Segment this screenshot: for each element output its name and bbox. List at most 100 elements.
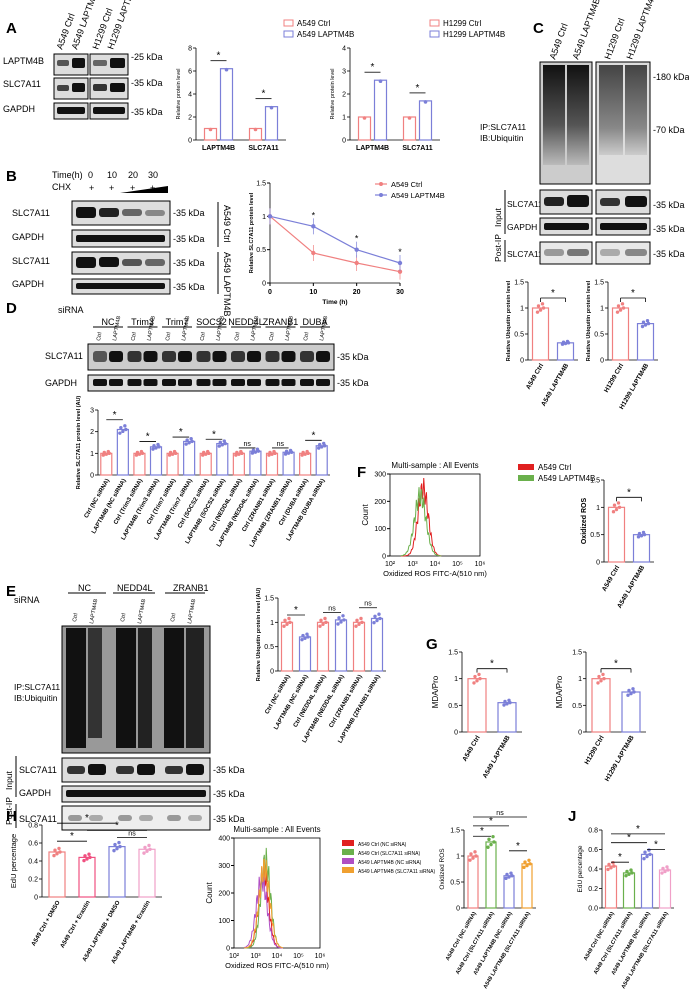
band [265, 351, 280, 362]
band [109, 351, 123, 362]
a-lane-label: H1299 LAPTM4B [105, 0, 138, 51]
data-point [267, 453, 271, 457]
panel-letter-a: A [6, 20, 17, 37]
sig-mark: * [115, 820, 119, 831]
y-tick-label: 300 [374, 472, 386, 479]
hist-title: Multi-sample : All Events [391, 461, 478, 470]
x-tick-label: LAPTM4B [356, 145, 389, 152]
data-point [336, 622, 340, 626]
panel-letter-c: C [533, 20, 544, 37]
data-point [536, 304, 541, 308]
y-axis-label: EdU percentage [577, 845, 584, 892]
y-tick-label: 0 [596, 560, 600, 567]
chx-wedge [120, 186, 168, 193]
y-tick-label: 0.5 [450, 880, 460, 887]
data-point [337, 616, 341, 620]
band [137, 764, 155, 775]
data-point [601, 672, 605, 677]
y-tick-label: 200 [374, 499, 386, 506]
sig-mark: * [311, 430, 315, 441]
y-tick-label: 1 [520, 306, 524, 313]
bar [418, 100, 433, 141]
x-tick-label: 20 [353, 289, 361, 296]
data-point [82, 858, 86, 863]
data-point [101, 453, 105, 457]
data-point [661, 866, 665, 871]
sig-mark: * [294, 605, 298, 616]
data-point [119, 425, 123, 430]
x-tick-label: Ctrl (SOCS2 siRNA) [177, 478, 210, 530]
sig-mark: * [146, 431, 150, 442]
sig-mark: * [312, 210, 316, 220]
panel-letter-b: B [6, 168, 17, 185]
c-kda-label: -180 kDa [653, 72, 689, 82]
data-point [88, 855, 92, 860]
b-time-tick: 10 [107, 170, 117, 180]
chart-h_chart: 0 0.2 0.4 0.6 0.8 EdU percentage A549 Ctrl + D… [9, 813, 162, 965]
smear [66, 628, 86, 748]
data-point [55, 852, 59, 856]
sig-mark: * [371, 62, 375, 73]
smear [599, 65, 623, 155]
sig-mark: * [416, 83, 420, 94]
x-tick-label: 10⁶ [315, 953, 326, 960]
histogram-curve [400, 487, 442, 557]
bar [100, 452, 113, 476]
bar [402, 116, 417, 141]
data-point [468, 858, 472, 862]
b-chx-sign: + [130, 183, 135, 193]
d-sub-label: LAPTM4B [181, 315, 191, 341]
data-point [636, 535, 641, 539]
bar [232, 452, 245, 476]
band [600, 198, 620, 206]
data-point [323, 616, 327, 621]
data-point [322, 441, 326, 446]
sig-mark: * [70, 831, 74, 842]
y-axis-label: Count [361, 504, 370, 526]
data-point [472, 681, 476, 685]
data-point [283, 452, 288, 456]
band [567, 249, 589, 256]
blot-box [539, 241, 593, 265]
y-axis-label: Relative Ubiquitin protein level (AU) [256, 588, 262, 682]
y-tick-label: 0 [456, 906, 460, 913]
y-tick-label: 0 [226, 946, 230, 953]
data-point [630, 871, 634, 875]
band [300, 351, 314, 362]
b-row-label: GAPDH [12, 279, 44, 289]
data-point [224, 67, 229, 72]
data-point [641, 320, 646, 324]
data-point [206, 449, 210, 454]
chart-f_hist: Multi-sample : All Events 0 100 200 300 10² 10… [361, 461, 595, 578]
band [127, 379, 142, 386]
bar [370, 617, 384, 672]
data-point [53, 848, 57, 852]
data-point [339, 620, 343, 624]
x-tick-label: LAPTM4B [202, 145, 235, 152]
y-tick-label: 2 [90, 429, 94, 436]
band [116, 766, 134, 774]
data-point [268, 450, 272, 455]
data-point [301, 633, 305, 638]
data-point [255, 447, 260, 451]
bar [604, 865, 618, 909]
sig-mark: * [627, 833, 631, 844]
y-tick-label: 1 [270, 620, 274, 627]
data-point [185, 438, 189, 442]
y-axis-label: Count [205, 882, 214, 904]
legend-label: H1299 LAPTM4B [443, 30, 505, 39]
plot-frame [389, 473, 481, 557]
data-point [602, 676, 606, 681]
y-tick-label: 0.5 [514, 332, 524, 339]
d-group-label: NEDD4L [228, 317, 264, 327]
band [57, 85, 69, 91]
band [93, 60, 107, 66]
y-tick-label: 200 [218, 891, 230, 898]
y-axis-label: Oxidized ROS [439, 848, 446, 890]
data-point [535, 310, 540, 314]
legend-swatch [518, 464, 534, 470]
data-point [57, 846, 61, 851]
band [66, 790, 206, 797]
bar [183, 440, 196, 476]
data-point [629, 691, 633, 696]
